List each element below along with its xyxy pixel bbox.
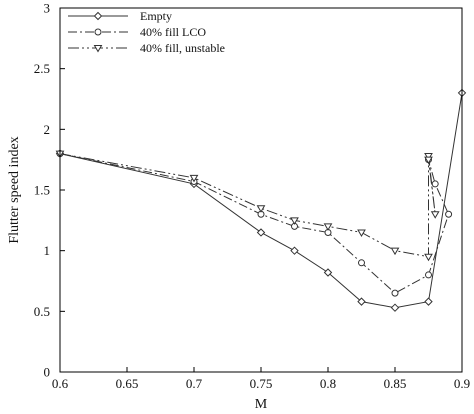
series-3-point xyxy=(390,247,400,256)
series-1-point xyxy=(256,228,266,237)
series-1-point xyxy=(290,246,299,255)
series-1-point xyxy=(323,268,333,277)
legend-marker-2 xyxy=(94,28,102,36)
series-2-point xyxy=(445,210,453,218)
legend-marker-3 xyxy=(93,45,103,53)
series-2-point xyxy=(358,259,365,267)
legend-marker-1 xyxy=(93,11,103,21)
series-line-1 xyxy=(59,92,463,309)
series-line-2 xyxy=(59,153,450,294)
series-2-point xyxy=(431,180,439,188)
y-tick-label: 0 xyxy=(44,365,51,380)
x-tick-label: 0.9 xyxy=(454,376,470,391)
x-tick-label: 0.75 xyxy=(250,376,273,391)
y-tick-label: 1 xyxy=(44,243,51,258)
series-layer xyxy=(55,88,467,312)
series-3-point xyxy=(430,211,440,219)
series-3-point xyxy=(256,205,266,213)
x-tick-label: 0.6 xyxy=(52,376,69,391)
ticks-layer: 0.6 0.65 0.7 0.75 0.8 0.85 0.9 0 0.5 1 1.5 2 2.5 3 xyxy=(34,1,470,392)
series-3-point xyxy=(323,223,333,231)
series-1-point xyxy=(424,297,433,306)
x-axis-label: M xyxy=(255,397,268,412)
series-3-point xyxy=(189,174,199,183)
series-3-point xyxy=(357,229,366,237)
series-3-point xyxy=(424,253,433,262)
series-2-point xyxy=(425,271,432,279)
legend-label-3: 40% fill, unstable xyxy=(140,41,225,55)
x-tick-label: 0.8 xyxy=(320,376,336,391)
y-tick-label: 2 xyxy=(44,122,51,137)
series-3-point xyxy=(424,156,433,165)
series-line-3 xyxy=(59,153,436,258)
series-3-point xyxy=(424,153,433,161)
series-3-point xyxy=(290,217,299,225)
y-tick-label: 3 xyxy=(44,1,51,16)
series-1-point xyxy=(357,297,366,306)
y-tick-label: 0.5 xyxy=(34,304,50,319)
plot-frame xyxy=(59,7,463,373)
x-tick-label: 0.85 xyxy=(384,376,407,391)
series-1-point xyxy=(390,303,400,312)
y-axis-label: Flutter speed index xyxy=(7,136,22,243)
legend: Empty 40% fill LCO 40% fill, unstable xyxy=(68,9,225,55)
x-tick-label: 0.7 xyxy=(186,376,203,391)
legend-label-2: 40% fill LCO xyxy=(140,25,206,39)
y-tick-label: 2.5 xyxy=(34,61,50,76)
legend-label-1: Empty xyxy=(140,9,172,23)
y-tick-label: 1.5 xyxy=(34,183,50,198)
series-2-point xyxy=(391,289,399,297)
x-tick-label: 0.65 xyxy=(116,376,139,391)
